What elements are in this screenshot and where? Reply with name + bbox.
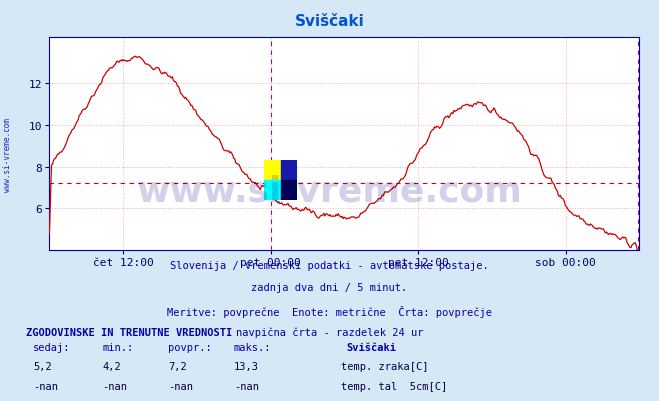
Text: navpična črta - razdelek 24 ur: navpična črta - razdelek 24 ur [236,327,423,337]
Text: 13,3: 13,3 [234,361,259,371]
Text: 4,2: 4,2 [102,361,121,371]
Text: povpr.:: povpr.: [168,342,212,352]
Text: Meritve: povprečne  Enote: metrične  Črta: povprečje: Meritve: povprečne Enote: metrične Črta:… [167,305,492,317]
Text: min.:: min.: [102,342,133,352]
Text: -nan: -nan [33,400,58,401]
Text: -nan: -nan [33,381,58,391]
Text: sedaj:: sedaj: [33,342,71,352]
Text: temp. tal 10cm[C]: temp. tal 10cm[C] [341,400,447,401]
Text: zadnja dva dni / 5 minut.: zadnja dva dni / 5 minut. [251,283,408,293]
Text: temp. zraka[C]: temp. zraka[C] [341,361,428,371]
Text: Sviščaki: Sviščaki [295,14,364,29]
Text: -nan: -nan [102,400,127,401]
Text: www.si-vreme.com: www.si-vreme.com [3,118,13,192]
Text: ZGODOVINSKE IN TRENUTNE VREDNOSTI: ZGODOVINSKE IN TRENUTNE VREDNOSTI [26,327,233,337]
Text: -nan: -nan [102,381,127,391]
Bar [264,181,281,200]
Text: -nan: -nan [234,381,259,391]
Bar [264,161,281,181]
Text: www.si-vreme.com: www.si-vreme.com [136,174,523,208]
Text: -nan: -nan [168,381,193,391]
Text: Slovenija / vremenski podatki - avtomatske postaje.: Slovenija / vremenski podatki - avtomats… [170,261,489,271]
Text: maks.:: maks.: [234,342,272,352]
Text: -nan: -nan [234,400,259,401]
Text: -nan: -nan [168,400,193,401]
Bar [281,161,297,181]
Bar [281,181,297,200]
Text: temp. tal  5cm[C]: temp. tal 5cm[C] [341,381,447,391]
Text: Sviščaki: Sviščaki [346,342,396,352]
Text: 7,2: 7,2 [168,361,186,371]
Text: 5,2: 5,2 [33,361,51,371]
